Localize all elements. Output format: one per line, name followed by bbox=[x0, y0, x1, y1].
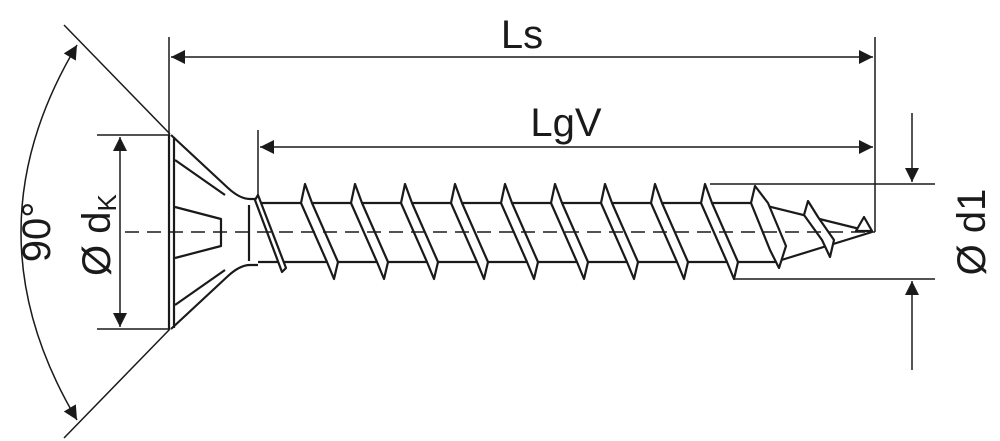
head-cone-top bbox=[170, 134, 258, 201]
thread-tip bbox=[854, 215, 874, 233]
dk-label: Ø dK bbox=[75, 194, 122, 276]
d1-label: Ø d1 bbox=[950, 189, 994, 276]
thread-flank bbox=[649, 182, 690, 281]
thread-flank bbox=[749, 184, 788, 270]
thread-flank bbox=[802, 199, 836, 259]
thread-diameter-dimension: Ø d1 bbox=[710, 113, 994, 370]
head-chamfer-top bbox=[174, 159, 226, 196]
lgv-label: LgV bbox=[530, 101, 601, 145]
angle-label: 90° bbox=[15, 202, 59, 263]
ls-dimension: Ls bbox=[168, 13, 876, 330]
thread-flank bbox=[449, 182, 490, 281]
ls-label: Ls bbox=[501, 13, 543, 57]
head-diameter-dimension: Ø dK bbox=[75, 134, 170, 330]
lgv-dimension: LgV bbox=[257, 101, 873, 200]
thread-flank bbox=[253, 193, 288, 274]
head-cone-bottom bbox=[170, 263, 258, 330]
angle-line-bottom bbox=[63, 328, 171, 439]
thread-flank bbox=[499, 182, 540, 281]
head-chamfer-bottom bbox=[174, 269, 226, 306]
angle-dimension: 90° bbox=[15, 24, 171, 439]
angle-arc bbox=[20, 44, 78, 421]
angle-line-top bbox=[63, 24, 171, 135]
thread-flank bbox=[299, 182, 340, 281]
